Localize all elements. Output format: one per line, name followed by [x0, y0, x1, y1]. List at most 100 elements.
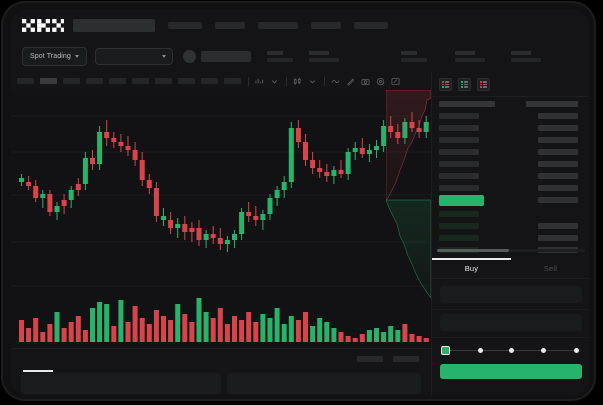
timeframe-button-2[interactable] — [40, 78, 57, 84]
amount-percent-slider[interactable] — [441, 346, 581, 355]
stat-value — [510, 58, 541, 62]
volume-series — [19, 298, 429, 342]
orderbook-ask-price[interactable] — [439, 173, 479, 179]
chart-toolbar — [11, 72, 431, 91]
chevron-down-icon — [74, 55, 79, 58]
timeframe-button-8[interactable] — [178, 78, 195, 84]
toolbar-divider — [286, 76, 287, 86]
order-amount-input[interactable] — [440, 314, 582, 331]
order-form-tabs: Buy Sell — [432, 258, 589, 278]
orderbook-last-price — [439, 195, 484, 206]
orderbook-ask-price[interactable] — [439, 161, 479, 167]
stat-label — [454, 51, 475, 55]
fullscreen-icon[interactable] — [391, 77, 400, 86]
market-stat-3 — [400, 51, 427, 62]
orderbook-ask-amount — [538, 125, 578, 131]
trading-pair-selector[interactable] — [94, 48, 173, 65]
timeframe-button-6[interactable] — [132, 78, 149, 84]
orderbook-bid-price[interactable] — [439, 223, 479, 229]
orderbook-ask-price[interactable] — [439, 149, 479, 155]
nav-item-2[interactable] — [215, 22, 245, 29]
form-divider — [432, 309, 589, 310]
orderbook-bid-amount — [538, 235, 578, 241]
timeframe-button-1[interactable] — [17, 78, 34, 84]
stat-value — [308, 58, 339, 62]
chart-type-icon[interactable] — [293, 77, 302, 86]
trading-mode-label: Spot Trading — [30, 53, 71, 60]
tab-sell[interactable]: Sell — [543, 263, 558, 273]
orderbook-ask-amount — [538, 185, 578, 191]
timeframe-button-3[interactable] — [63, 78, 80, 84]
orderbook-bid-price[interactable] — [439, 211, 479, 217]
chevron-down-icon — [161, 55, 166, 58]
orderbook-col-header-amount — [526, 101, 578, 107]
orderbook-ask-amount — [538, 197, 578, 203]
orderbook-scrollbar[interactable] — [437, 249, 585, 252]
slider-stop-75[interactable] — [541, 347, 546, 353]
coin-avatar — [182, 50, 196, 63]
price-chart[interactable] — [11, 90, 431, 298]
stat-label — [400, 51, 417, 55]
slider-stop-50[interactable] — [509, 347, 514, 353]
orderbook-mode-both-icon[interactable] — [439, 78, 452, 91]
orderbook-mode-bids-icon[interactable] — [458, 78, 471, 91]
orders-card-1[interactable] — [21, 373, 221, 394]
orderbook-ask-price[interactable] — [439, 137, 479, 143]
pencil-icon[interactable] — [346, 77, 355, 86]
nav-item-1[interactable] — [168, 22, 202, 29]
pair-name-label — [200, 51, 251, 62]
nav-item-4[interactable] — [311, 22, 341, 29]
form-divider — [432, 337, 589, 338]
orders-action-2[interactable] — [393, 356, 419, 362]
stat-value — [266, 58, 293, 62]
orderbook-divider — [432, 96, 589, 97]
orderbook-bid-price[interactable] — [439, 235, 479, 241]
stat-label — [308, 51, 329, 55]
market-stat-4 — [454, 51, 485, 62]
line-tool-icon[interactable] — [331, 77, 340, 86]
orders-action-1[interactable] — [357, 356, 383, 362]
top-navigation-bar — [11, 10, 589, 42]
active-tab-underline — [23, 370, 53, 372]
toolbar-divider — [324, 76, 325, 86]
orders-panel — [11, 348, 431, 395]
slider-stop-100[interactable] — [574, 347, 579, 353]
trading-mode-selector[interactable]: Spot Trading — [22, 47, 87, 66]
search-input[interactable] — [73, 19, 155, 32]
camera-icon[interactable] — [361, 77, 370, 86]
orderbook-mode-asks-icon[interactable] — [477, 78, 490, 91]
timeframe-button-9[interactable] — [201, 78, 218, 84]
settings-icon[interactable] — [376, 77, 385, 86]
slider-stop-25[interactable] — [478, 347, 483, 353]
orders-card-2[interactable] — [227, 373, 421, 394]
orderbook-panel: Buy Sell — [431, 72, 589, 395]
timeframe-button-5[interactable] — [109, 78, 126, 84]
orderbook-ask-price[interactable] — [439, 185, 479, 191]
order-form-divider — [432, 278, 589, 279]
orderbook-ask-amount — [538, 149, 578, 155]
market-depth-overlay — [386, 90, 431, 298]
timeframe-button-7[interactable] — [155, 78, 172, 84]
stat-value — [400, 58, 427, 62]
orderbook-ask-amount — [538, 137, 578, 143]
orderbook-ask-price[interactable] — [439, 113, 479, 119]
order-price-input[interactable] — [440, 286, 582, 303]
submit-buy-button[interactable] — [440, 364, 582, 379]
chevron-down-icon[interactable] — [308, 77, 317, 86]
orderbook-ask-price[interactable] — [439, 125, 479, 131]
okx-logo[interactable] — [22, 19, 64, 32]
nav-item-5[interactable] — [354, 22, 388, 29]
timeframe-button-4[interactable] — [86, 78, 103, 84]
orders-panel-tabs — [11, 349, 431, 372]
orderbook-ask-amount — [538, 161, 578, 167]
slider-handle[interactable] — [441, 346, 450, 355]
indicators-icon[interactable] — [255, 77, 264, 86]
nav-item-3[interactable] — [258, 22, 298, 29]
stat-value — [454, 58, 485, 62]
timeframe-button-10[interactable] — [224, 78, 241, 84]
tab-buy[interactable]: Buy — [464, 263, 479, 273]
chevron-down-icon[interactable] — [270, 77, 279, 86]
app-screen: Spot Trading — [11, 10, 589, 395]
orders-panel-actions — [357, 356, 419, 362]
